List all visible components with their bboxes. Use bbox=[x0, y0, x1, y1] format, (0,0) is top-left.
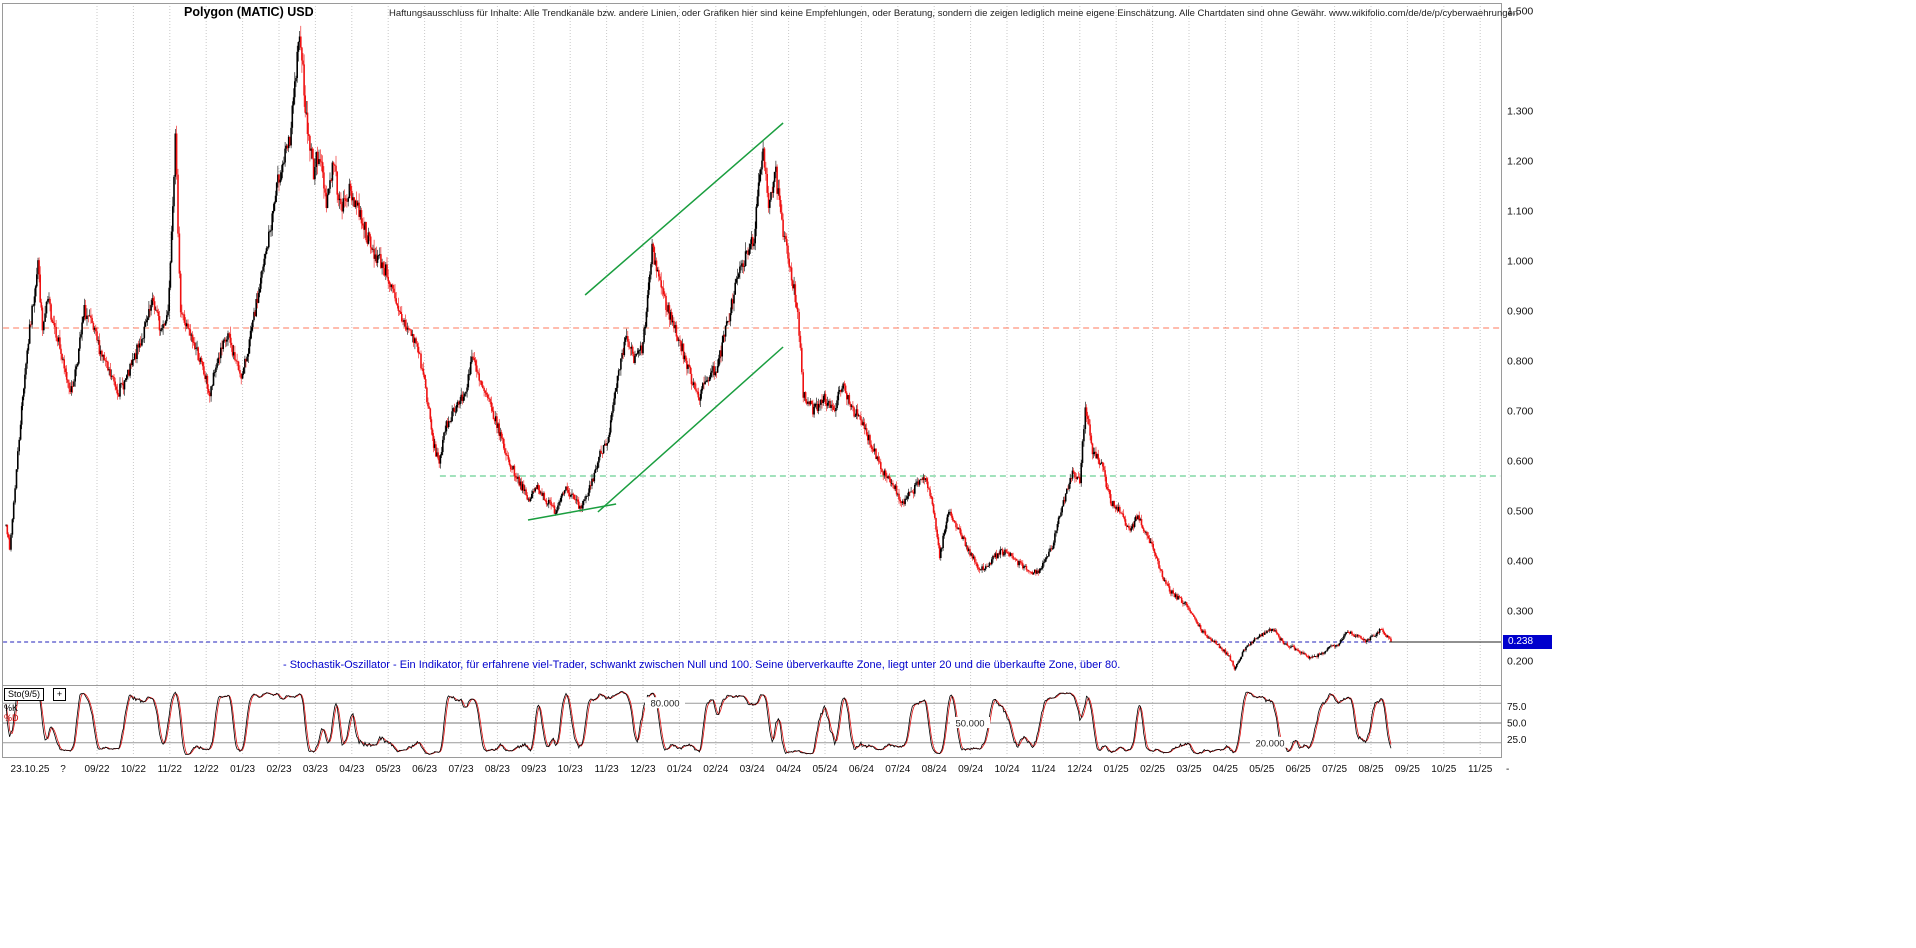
x-axis-label: 02/25 bbox=[1140, 764, 1165, 775]
x-axis-label: 11/24 bbox=[1031, 764, 1056, 775]
x-axis-label: 07/23 bbox=[448, 764, 473, 775]
x-axis-label: 03/25 bbox=[1176, 764, 1201, 775]
x-axis-label: 03/24 bbox=[740, 764, 765, 775]
oscillator-axis-label: 50.0 bbox=[1507, 719, 1527, 730]
percent-d-label: %D bbox=[4, 713, 19, 723]
x-axis-label: 09/25 bbox=[1395, 764, 1420, 775]
price-axis-label: 1.500 bbox=[1507, 6, 1533, 18]
oscillator-level-label: 50.000 bbox=[955, 719, 984, 730]
candlesticks bbox=[5, 25, 1392, 671]
x-axis-label: 10/23 bbox=[558, 764, 583, 775]
percent-k-label: %K bbox=[4, 703, 19, 713]
x-axis-label: 08/24 bbox=[922, 764, 947, 775]
x-axis-label: 11/25 bbox=[1468, 764, 1493, 775]
oscillator-level-label: 20.000 bbox=[1255, 738, 1284, 749]
x-axis-label: 08/23 bbox=[485, 764, 510, 775]
x-axis-label: 09/22 bbox=[84, 764, 109, 775]
trend-lines bbox=[527, 122, 1502, 643]
price-axis-label: 0.400 bbox=[1507, 556, 1533, 568]
x-axis-label: 06/25 bbox=[1286, 764, 1311, 775]
x-axis-label: 12/22 bbox=[194, 764, 219, 775]
price-axis-label: 0.800 bbox=[1507, 356, 1533, 368]
x-axis-label: 05/24 bbox=[812, 764, 837, 775]
x-axis-label: 06/24 bbox=[849, 764, 874, 775]
price-axis-label: 0.300 bbox=[1507, 606, 1533, 618]
oscillator-name-label: Sto(9/5) bbox=[4, 688, 45, 701]
panel-borders bbox=[2, 3, 1502, 758]
x-axis-label: 04/25 bbox=[1213, 764, 1238, 775]
x-axis-label: 02/24 bbox=[703, 764, 728, 775]
x-axis-label: 07/24 bbox=[885, 764, 910, 775]
x-axis-label: ? bbox=[60, 764, 66, 775]
price-axis-label: 0.500 bbox=[1507, 506, 1533, 518]
trend-channel-lower bbox=[597, 346, 784, 513]
price-axis-label: 1.300 bbox=[1507, 106, 1533, 118]
x-axis-label: 10/25 bbox=[1431, 764, 1456, 775]
x-axis-label: 01/25 bbox=[1104, 764, 1129, 775]
x-axis-label: 03/23 bbox=[303, 764, 328, 775]
percent-k-line bbox=[5, 690, 1392, 755]
trend-support-short bbox=[527, 503, 617, 521]
x-axis-label: 05/23 bbox=[376, 764, 401, 775]
oscillator-axis-label: 75.0 bbox=[1507, 702, 1527, 713]
chart-title: Polygon (MATIC) USD bbox=[184, 5, 314, 19]
x-axis-label: 01/23 bbox=[230, 764, 255, 775]
price-axis-label: 1.000 bbox=[1507, 256, 1533, 268]
x-axis-label: 23.10.25 bbox=[11, 764, 50, 775]
price-axis-label: 1.100 bbox=[1507, 206, 1533, 218]
price-axis-label: 0.600 bbox=[1507, 456, 1533, 468]
x-axis-label: 05/25 bbox=[1249, 764, 1274, 775]
expand-plus-button[interactable]: + bbox=[53, 688, 66, 701]
stochastic-oscillator: 80.000 50.000 20.000 75.0 50.0 25.0 bbox=[2, 690, 1527, 755]
x-axis-label: 09/24 bbox=[958, 764, 983, 775]
price-axis: 1.500 1.300 1.200 1.100 1.000 0.900 0.800 0.700… bbox=[1507, 6, 1533, 668]
x-axis-label: 08/25 bbox=[1358, 764, 1383, 775]
x-axis-label: 10/24 bbox=[994, 764, 1019, 775]
price-axis-label: 0.900 bbox=[1507, 306, 1533, 318]
current-price-tag: 0.238 bbox=[1503, 635, 1552, 649]
oscillator-axis-label: 25.0 bbox=[1507, 735, 1527, 746]
x-axis-label: 06/23 bbox=[412, 764, 437, 775]
trend-channel-upper bbox=[584, 122, 784, 296]
x-axis-label: 11/23 bbox=[594, 764, 619, 775]
x-axis-label: - bbox=[1506, 764, 1509, 775]
x-axis-label: 12/23 bbox=[630, 764, 655, 775]
price-axis-label: 0.700 bbox=[1507, 406, 1533, 418]
oscillator-note: - Stochastik-Oszillator - Ein Indikator,… bbox=[283, 659, 1121, 671]
x-axis-label: 12/24 bbox=[1067, 764, 1092, 775]
x-axis-label: 11/22 bbox=[158, 764, 183, 775]
x-axis-label: 07/25 bbox=[1322, 764, 1347, 775]
gridlines bbox=[96, 6, 1481, 756]
price-axis-label: 0.200 bbox=[1507, 656, 1533, 668]
x-axis-label: 01/24 bbox=[667, 764, 692, 775]
x-axis-label: 04/23 bbox=[339, 764, 364, 775]
x-axis-label: 09/23 bbox=[521, 764, 546, 775]
x-axis-label: 10/22 bbox=[121, 764, 146, 775]
date-axis: 23.10.25? 09/22 10/22 11/22 12/22 01/23 02/23 0… bbox=[11, 764, 1510, 775]
x-axis-label: 04/24 bbox=[776, 764, 801, 775]
price-axis-label: 1.200 bbox=[1507, 156, 1533, 168]
x-axis-label: 02/23 bbox=[266, 764, 291, 775]
disclaimer-text: Haftungsausschluss für Inhalte: Alle Tre… bbox=[389, 8, 1519, 19]
oscillator-level-label: 80.000 bbox=[650, 699, 679, 710]
